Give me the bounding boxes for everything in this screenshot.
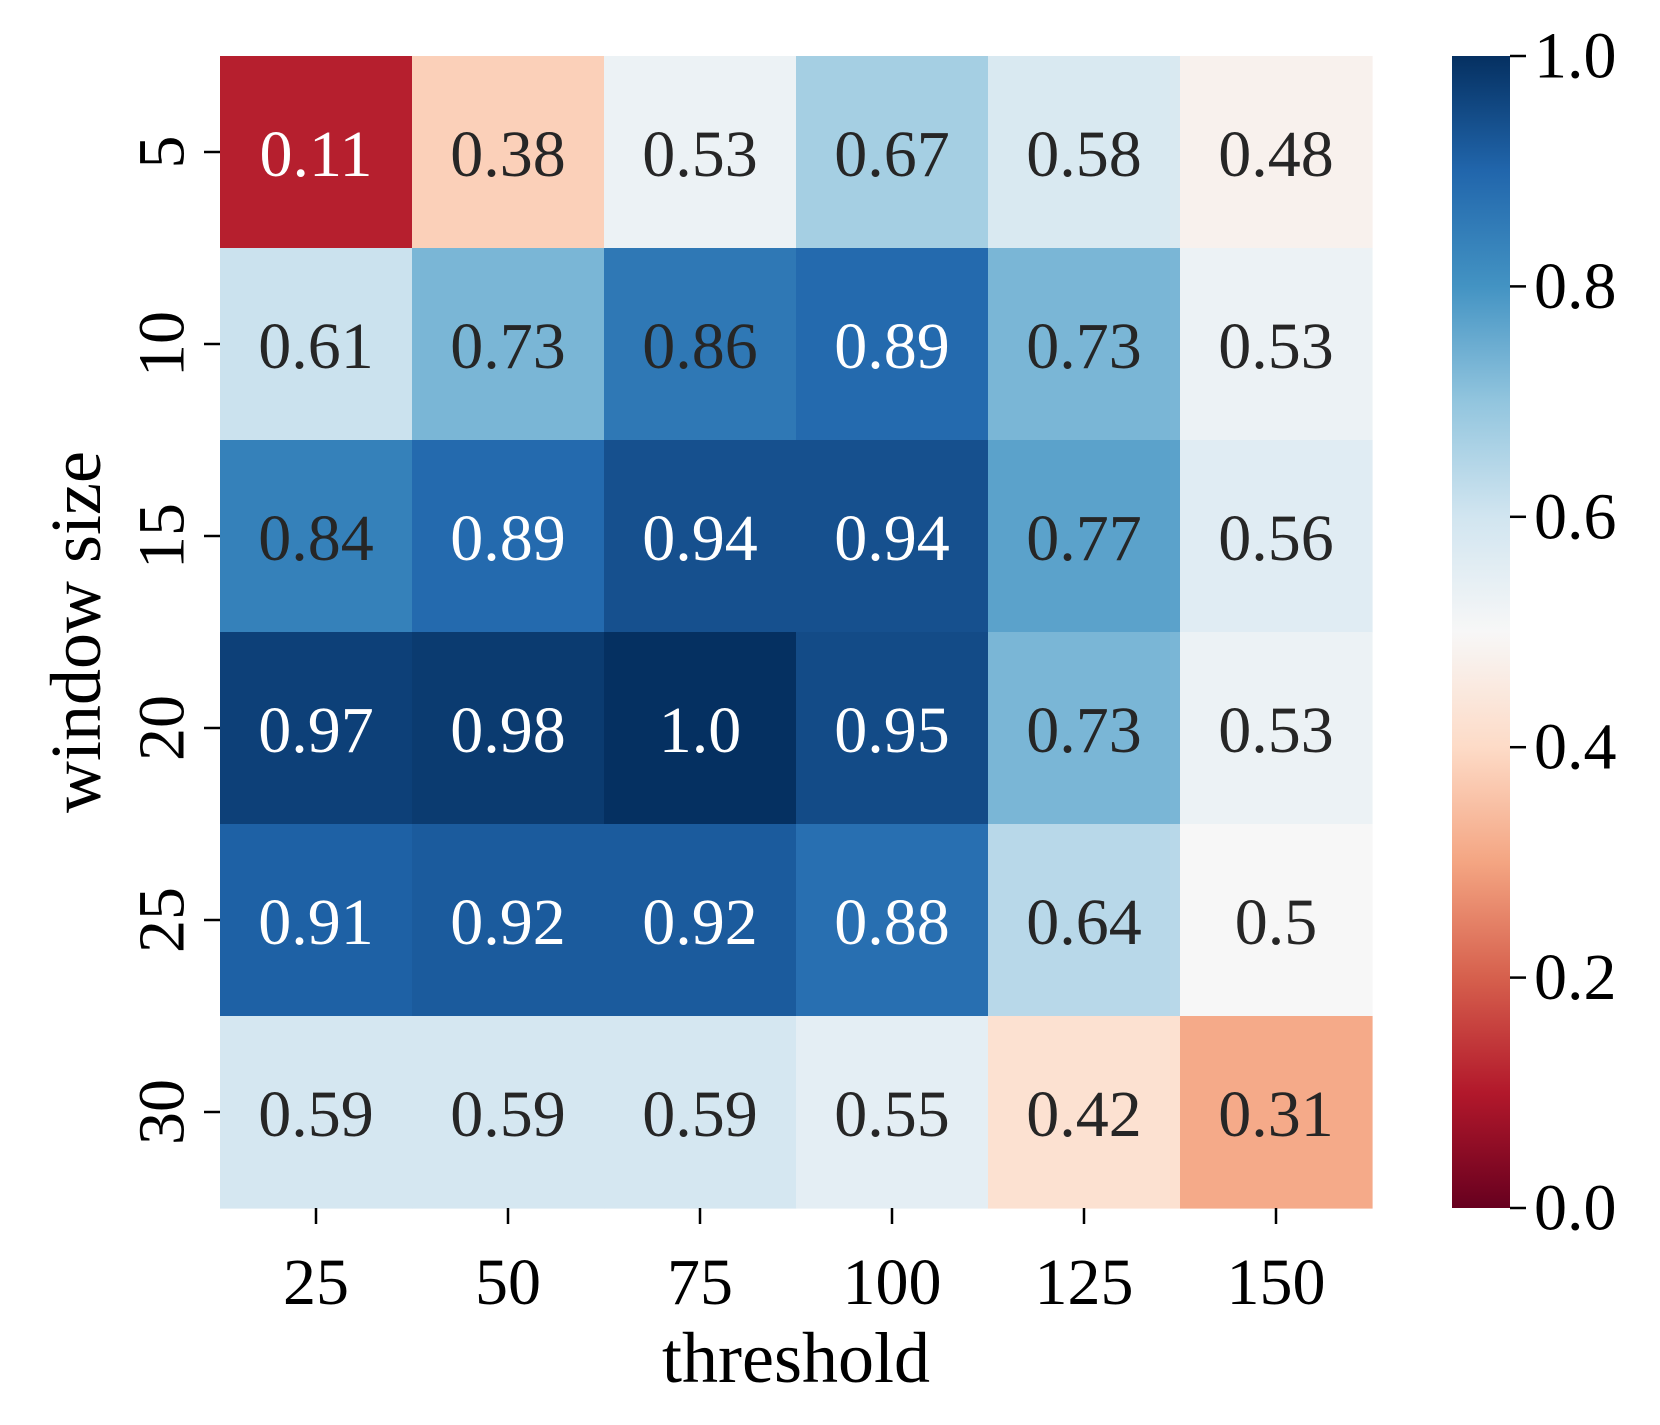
heatmap-cell [796,248,989,441]
cell-value-label: 0.5 [1235,886,1318,959]
x-tick-label: 75 [667,1246,733,1319]
cell-value-label: 0.53 [1218,694,1334,767]
heatmap-cell [796,1016,989,1209]
y-tick-label: 25 [126,887,199,953]
x-tick-label: 25 [283,1246,349,1319]
heatmap-cell [220,824,413,1017]
heatmap-cell [988,248,1181,441]
cell-value-label: 0.92 [642,886,758,959]
heatmap-cell [604,56,797,249]
cell-value-label: 0.59 [450,1078,566,1151]
cell-value-label: 0.92 [450,886,566,959]
cell-value-label: 0.59 [642,1078,758,1151]
heatmap-cell [220,440,413,633]
colorbar-gradient [1452,56,1510,1208]
cell-value-label: 0.89 [834,310,950,383]
x-tick-label: 100 [843,1246,942,1319]
cell-value-label: 0.88 [834,886,950,959]
cell-value-label: 0.38 [450,118,566,191]
heatmap-cell [604,1016,797,1209]
heatmap-cell [604,632,797,825]
cell-value-label: 0.84 [258,502,374,575]
y-axis-title: window size [36,451,116,813]
heatmap-cell [412,824,605,1017]
heatmap-cell [796,632,989,825]
colorbar-tick-label: 0.8 [1534,250,1617,323]
heatmap-cell [796,56,989,249]
cell-value-label: 0.73 [1026,694,1142,767]
heatmap-cell [1180,632,1373,825]
cell-value-label: 0.53 [642,118,758,191]
cell-value-label: 0.64 [1026,886,1142,959]
colorbar-tick-label: 1.0 [1534,20,1617,93]
cell-value-label: 0.55 [834,1078,950,1151]
cell-value-label: 0.77 [1026,502,1142,575]
heatmap-cell [604,440,797,633]
heatmap-cell [988,824,1181,1017]
y-tick-label: 10 [126,311,199,377]
heatmap-cell [988,56,1181,249]
heatmap-cell [220,248,413,441]
cell-value-label: 0.11 [259,118,372,191]
cell-value-label: 0.98 [450,694,566,767]
cell-value-label: 0.31 [1218,1078,1334,1151]
y-tick-label: 20 [126,695,199,761]
heatmap-cell [220,1016,413,1209]
x-tick-label: 50 [475,1246,541,1319]
y-tick-label: 30 [126,1079,199,1145]
heatmap-cell [1180,248,1373,441]
cell-value-label: 0.59 [258,1078,374,1151]
x-tick-label: 150 [1227,1246,1326,1319]
colorbar-tick-label: 0.2 [1534,941,1617,1014]
x-axis: 25 50 75 100 125 150 [283,1208,1326,1319]
colorbar-tick-label: 0.0 [1534,1172,1617,1245]
cell-value-label: 0.91 [258,886,374,959]
heatmap-cell [220,56,413,249]
heatmap-cell [1180,440,1373,633]
colorbar-tick-label: 0.4 [1534,711,1617,784]
heatmap-cell [1180,56,1373,249]
heatmap-cell [412,440,605,633]
cell-value-label: 0.97 [258,694,374,767]
cell-value-label: 0.61 [258,310,374,383]
x-tick-label: 125 [1035,1246,1134,1319]
cell-value-label: 0.89 [450,502,566,575]
cell-value-label: 0.56 [1218,502,1334,575]
heatmap-cell [988,632,1181,825]
colorbar: 0.0 0.2 0.4 0.6 0.8 1.0 [1452,20,1617,1245]
cell-value-label: 0.94 [834,502,950,575]
cell-value-label: 0.48 [1218,118,1334,191]
heatmap-cell [1180,1016,1373,1209]
heatmap-cell [412,632,605,825]
heatmap-cell [604,248,797,441]
heatmap-cell [796,824,989,1017]
cell-value-label: 0.42 [1026,1078,1142,1151]
cell-value-label: 0.73 [1026,310,1142,383]
cell-value-label: 0.86 [642,310,758,383]
cell-value-label: 0.73 [450,310,566,383]
heatmap-cell [220,632,413,825]
cell-value-label: 1.0 [659,694,742,767]
heatmap-cell [412,1016,605,1209]
heatmap-cell [412,248,605,441]
y-axis: 5 10 15 20 25 30 [126,136,220,1145]
heatmap-cell [604,824,797,1017]
heatmap-cell [988,1016,1181,1209]
heatmap-cell [796,440,989,633]
heatmap-cell-labels: 0.11 0.38 0.53 0.67 0.58 0.48 0.61 0.73 0.86 0.89… [258,118,1334,1151]
cell-value-label: 0.95 [834,694,950,767]
heatmap-cells [220,56,1373,1209]
heatmap-cell [1180,824,1373,1017]
y-tick-label: 5 [126,136,199,169]
heatmap-cell [988,440,1181,633]
y-tick-label: 15 [126,503,199,569]
cell-value-label: 0.53 [1218,310,1334,383]
cell-value-label: 0.58 [1026,118,1142,191]
x-axis-title: threshold [662,1318,930,1398]
cell-value-label: 0.94 [642,502,758,575]
colorbar-tick-label: 0.6 [1534,480,1617,553]
cell-value-label: 0.67 [834,118,950,191]
heatmap-cell [412,56,605,249]
